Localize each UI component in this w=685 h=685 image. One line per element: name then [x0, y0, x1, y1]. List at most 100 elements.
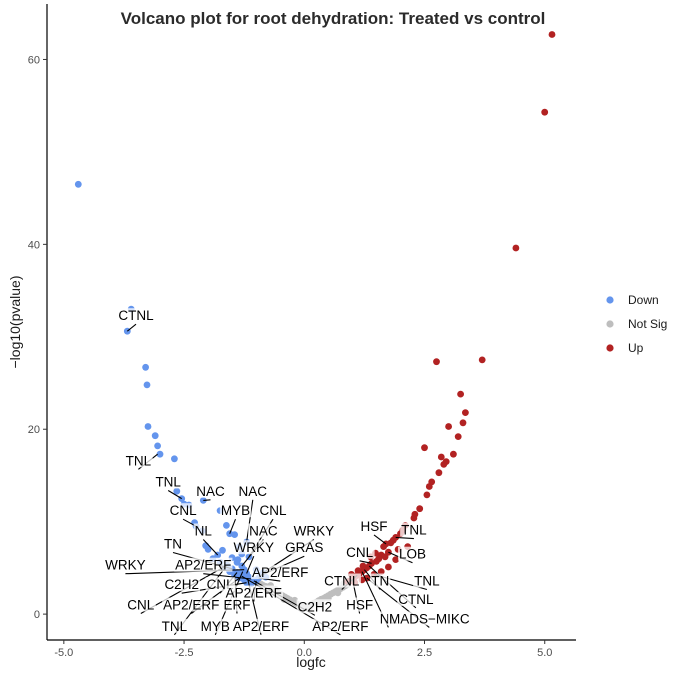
gene-label: NAC [239, 484, 268, 499]
legend: Down Not Sig Up [606, 293, 667, 355]
label-leader-line [229, 518, 237, 534]
gene-label-background [199, 618, 231, 633]
gene-label: MYB [201, 619, 230, 634]
y-tick-label: 40 [28, 239, 40, 251]
point-not-sig [334, 589, 342, 597]
gene-label: CTNL [118, 308, 154, 323]
gene-label-background [168, 503, 199, 518]
gene-label-background [195, 483, 226, 498]
point-up [385, 563, 392, 571]
chart-title: Volcano plot for root dehydration: Treat… [121, 9, 546, 28]
gene-label: TNL [162, 619, 188, 634]
point-up [410, 514, 418, 522]
gene-label: MADS−MIKC [389, 611, 470, 626]
gene-label: AP2/ERF [252, 565, 308, 580]
gene-label: TN [164, 537, 182, 552]
x-axis-ticks: -5.0 -2.5 0.0 2.5 5.0 [54, 640, 552, 659]
legend-label-not-sig: Not Sig [628, 317, 667, 331]
point-up [392, 556, 400, 563]
gene-label-background [296, 599, 334, 614]
gene-label-background [251, 565, 310, 580]
point-up [454, 433, 462, 440]
point-down [173, 487, 181, 495]
gene-label-background [400, 522, 429, 537]
gene-label-background [237, 483, 269, 498]
label-leader-line [395, 536, 414, 540]
x-axis-title: logfc [296, 654, 326, 670]
x-tick-label: -5.0 [54, 647, 73, 659]
gene-label-background [397, 546, 428, 561]
gene-label-background [232, 540, 276, 555]
gene-label: ERF [224, 598, 251, 613]
gene-label: GRAS [285, 540, 323, 555]
point-up [548, 31, 556, 38]
gene-label: AP2/ERF [312, 619, 368, 634]
gene-label: CNL [346, 545, 373, 560]
x-tick-label: 2.5 [417, 647, 432, 659]
gene-label: HSF [346, 598, 373, 613]
gene-label-background [222, 597, 252, 612]
point-down [223, 522, 230, 529]
gene-label: AP2/ERF [163, 598, 219, 613]
point-up [440, 461, 448, 468]
point-down [154, 442, 162, 450]
gene-label: CNL [259, 503, 286, 518]
gene-label-background [387, 611, 471, 626]
point-up [416, 505, 424, 513]
gene-label: TNL [414, 574, 440, 589]
gene-label: NAC [196, 484, 225, 499]
point-up [423, 491, 431, 499]
legend-swatch-not-sig [606, 320, 614, 328]
point-up [377, 568, 385, 575]
point-down [178, 495, 186, 502]
gene-label: WRKY [105, 558, 146, 573]
gene-label: LOB [399, 547, 426, 562]
point-up [459, 419, 467, 427]
point-up [478, 356, 486, 364]
gene-label: WRKY [234, 540, 275, 555]
gene-label-background [231, 618, 291, 633]
gene-label-background [193, 523, 214, 538]
point-up [359, 562, 367, 570]
point-up [462, 409, 469, 416]
gene-label: C2H2 [164, 577, 199, 592]
label-leader-line [373, 534, 387, 545]
gene-label-background [397, 591, 436, 606]
gene-label-background [258, 503, 288, 518]
gene-label-background [370, 573, 391, 588]
y-tick-label: 20 [28, 424, 40, 436]
point-up [354, 567, 362, 575]
point-down [202, 542, 210, 550]
point-up [380, 543, 387, 550]
gene-label-background [124, 453, 153, 468]
point-up [437, 453, 445, 461]
gene-label-background [345, 544, 375, 559]
gene-label: CTNL [324, 574, 360, 589]
point-down [143, 381, 151, 389]
gene-label-background [224, 585, 283, 600]
gene-label-background [174, 557, 233, 572]
gene-label-background [162, 597, 221, 612]
x-tick-label: 0.0 [297, 647, 312, 659]
point-not-sig [291, 596, 299, 604]
gene-label: CNL [127, 598, 154, 613]
legend-swatch-up [606, 344, 614, 352]
gene-label: MYB [221, 503, 250, 518]
y-tick-label: 60 [28, 54, 40, 66]
gene-label: C2H2 [298, 599, 333, 614]
point-up [512, 244, 520, 252]
gene-label: NAC [249, 524, 278, 539]
gene-label: CTNL [398, 592, 434, 607]
gene-label-background [359, 518, 389, 533]
legend-label-up: Up [628, 341, 644, 355]
gene-label-background [126, 597, 156, 612]
gene-label-background [117, 308, 156, 323]
point-down [74, 180, 82, 188]
point-up [381, 553, 389, 561]
legend-label-down: Down [628, 293, 659, 307]
label-leader-line [246, 555, 255, 574]
gene-label-background [160, 618, 189, 633]
gene-label: AP2/ERF [233, 619, 289, 634]
x-tick-label: 5.0 [537, 647, 552, 659]
